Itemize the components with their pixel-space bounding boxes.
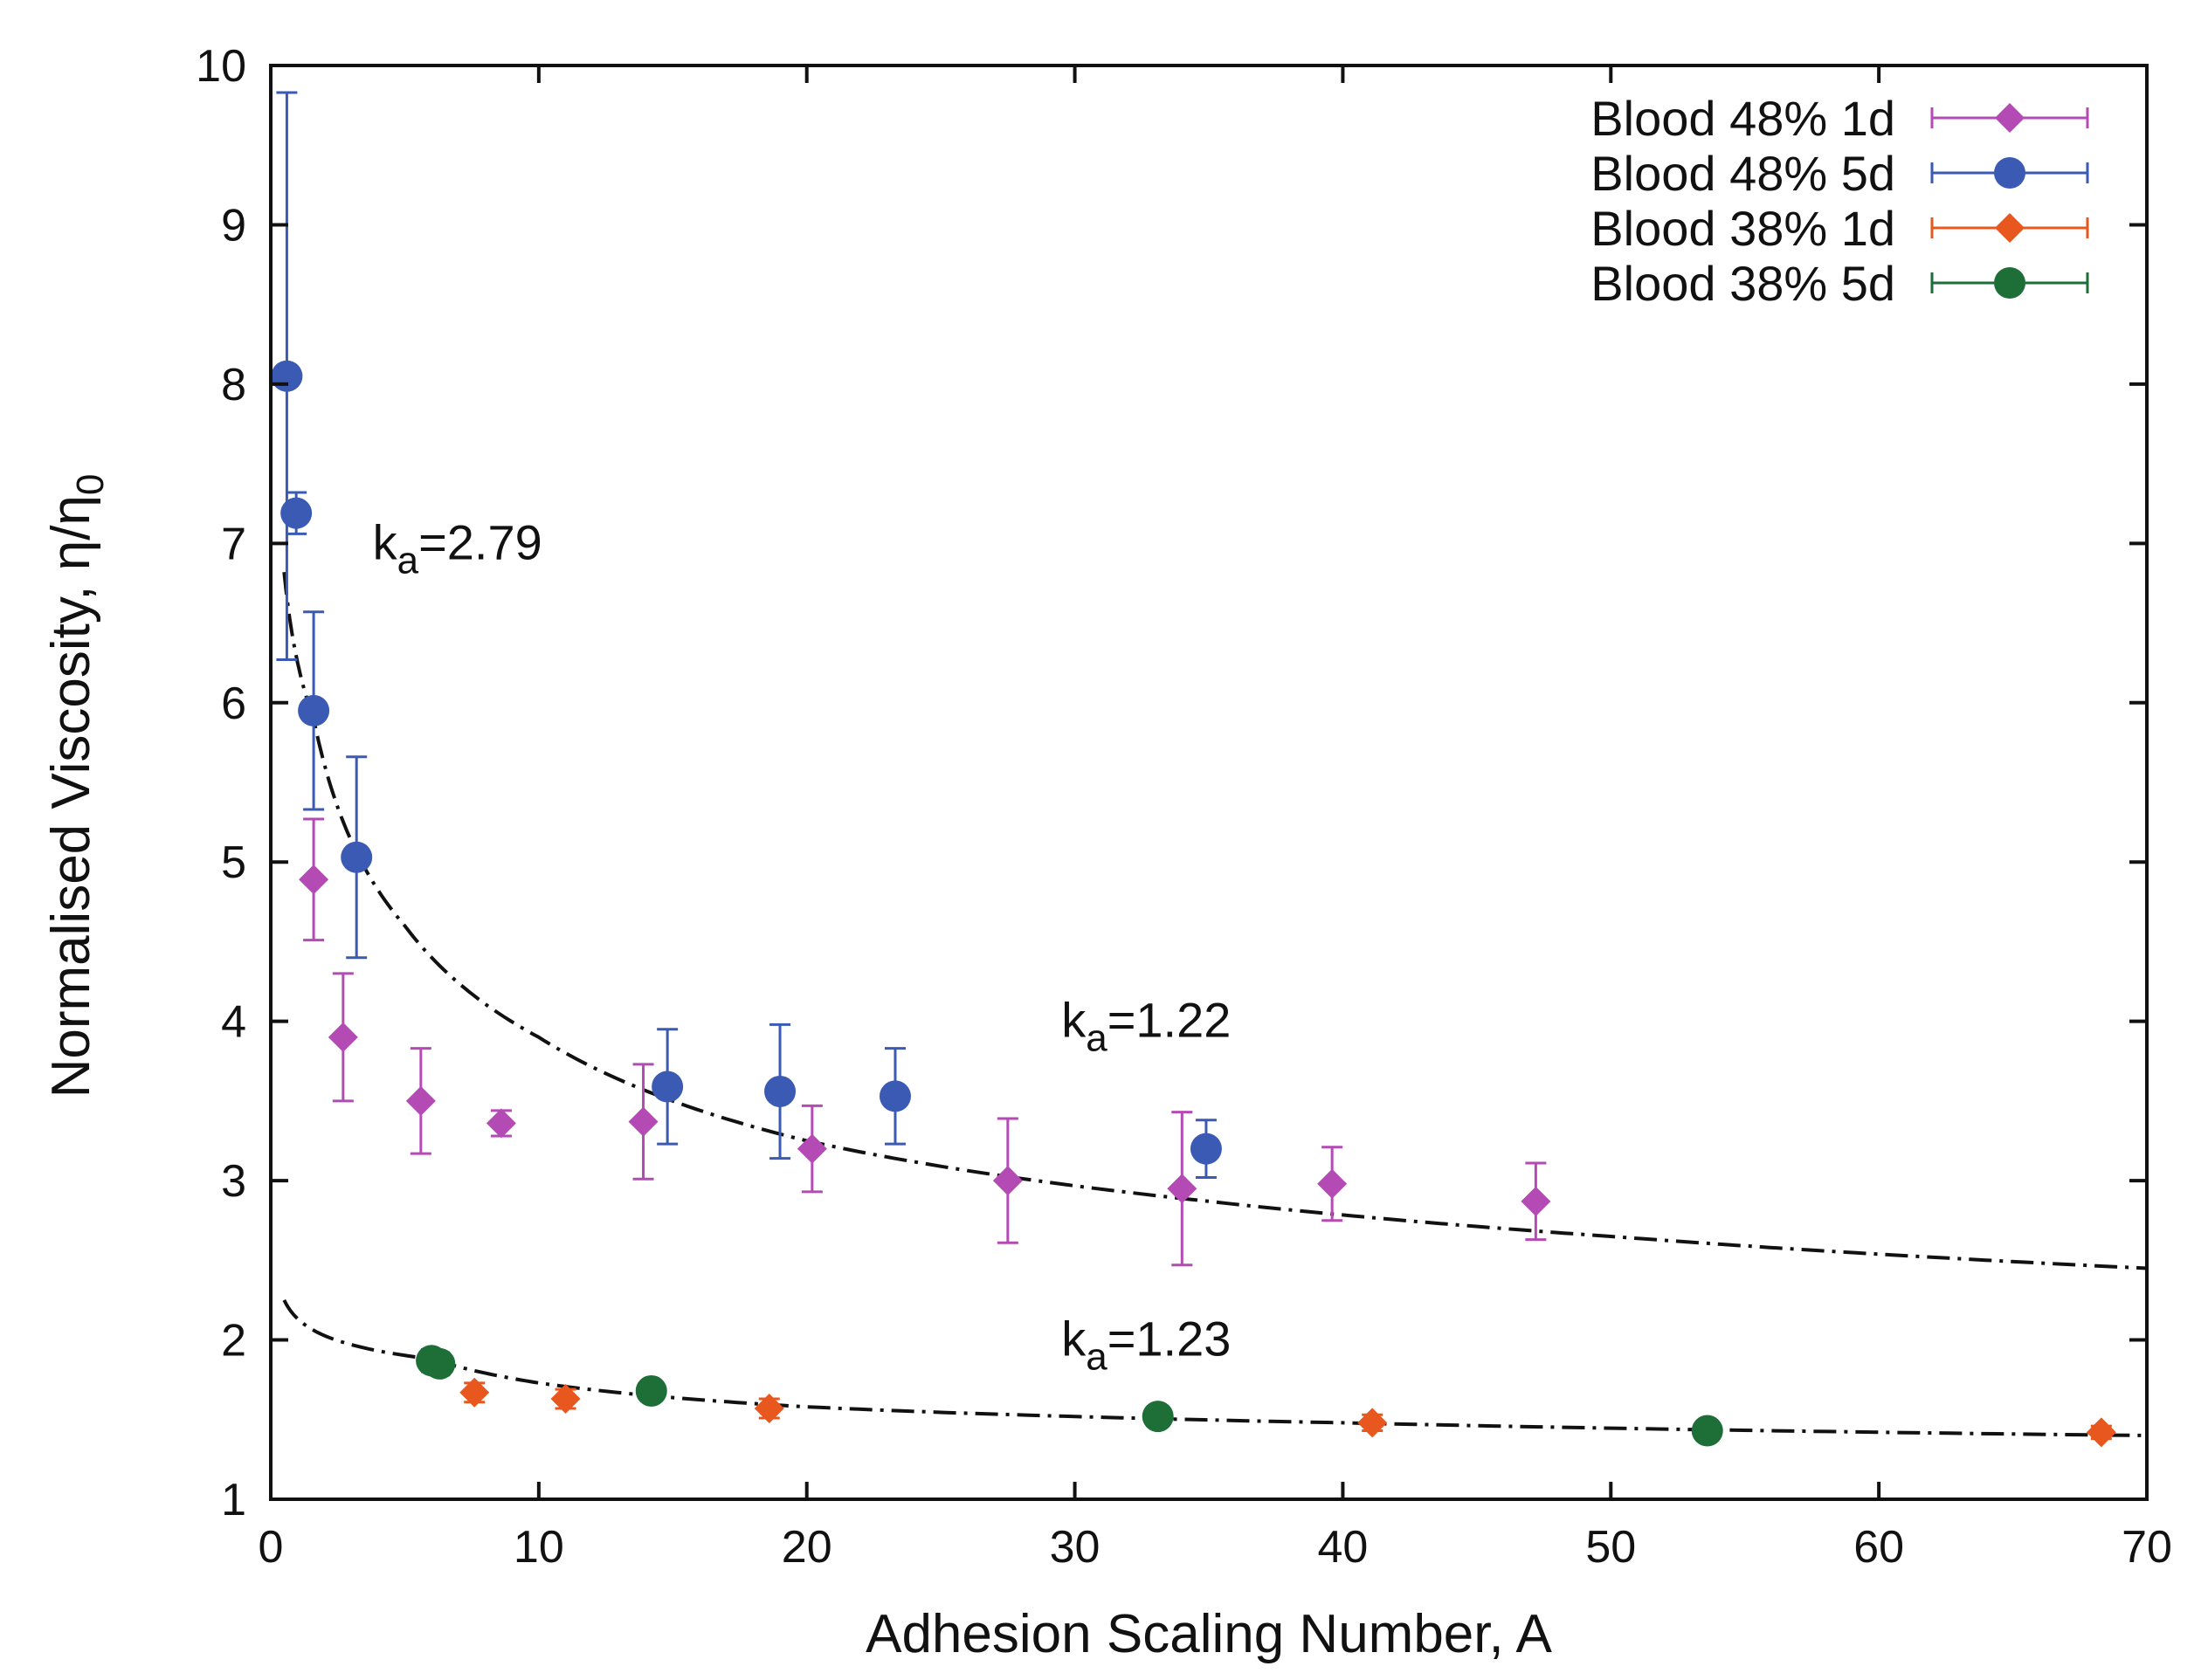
y-tick-label: 7 <box>221 519 246 569</box>
data-point <box>459 1377 490 1408</box>
x-tick-label: 0 <box>259 1522 284 1573</box>
y-axis-label: Normalised Viscosity, η/η0 <box>41 474 112 1098</box>
legend-label: Blood 38% 1d <box>1590 201 1895 256</box>
y-tick-label: 4 <box>221 997 246 1048</box>
y-tick-label: 1 <box>221 1475 246 1525</box>
y-tick-labels: 1 2 3 4 5 6 7 8 9 10 <box>196 41 246 1525</box>
data-point <box>754 1394 784 1424</box>
x-tick-label: 30 <box>1050 1522 1101 1573</box>
x-tick-label: 70 <box>2122 1522 2172 1573</box>
data-point <box>486 1108 516 1139</box>
annotation-ka: ka=2.79 <box>373 514 542 582</box>
data-point <box>635 1374 667 1407</box>
data-point <box>298 694 330 726</box>
x-tick-label: 20 <box>782 1522 832 1573</box>
data-point <box>299 864 329 895</box>
data-point <box>1357 1408 1388 1438</box>
y-tick-label: 10 <box>196 41 246 92</box>
data-point <box>764 1075 797 1107</box>
fit-48-curve <box>282 572 2148 1270</box>
x-tick-label: 50 <box>1585 1522 1636 1573</box>
legend-label: Blood 38% 5d <box>1590 256 1895 311</box>
legend-label: Blood 48% 5d <box>1590 146 1895 201</box>
y-tick-label: 5 <box>221 837 246 888</box>
data-point <box>341 841 373 873</box>
data-point <box>2086 1417 2116 1448</box>
data-point <box>652 1071 684 1103</box>
legend-marker <box>1995 213 2025 243</box>
data-point <box>1167 1174 1197 1204</box>
x-tick-label: 10 <box>514 1522 564 1573</box>
data-point <box>280 497 313 529</box>
y-tick-label: 3 <box>221 1156 246 1207</box>
legend-marker <box>1994 157 2025 189</box>
data-point <box>550 1384 581 1415</box>
data-point <box>1691 1415 1723 1447</box>
data-points <box>271 360 2116 1448</box>
data-point <box>879 1080 911 1112</box>
x-tick-label: 40 <box>1318 1522 1369 1573</box>
fit-annotations: ka=2.79 ka=1.22 ka=1.23 <box>373 514 1232 1378</box>
data-point <box>628 1106 659 1137</box>
y-tick-label: 8 <box>221 360 246 410</box>
data-point <box>797 1133 827 1164</box>
annotation-ka: ka=1.22 <box>1061 993 1231 1060</box>
axis-ticks <box>269 64 2149 1501</box>
y-tick-label: 9 <box>221 200 246 251</box>
legend-label: Blood 48% 1d <box>1590 91 1895 146</box>
data-point <box>405 1085 436 1116</box>
x-axis-label: Adhesion Scaling Number, A <box>866 1604 1552 1664</box>
data-point <box>1317 1168 1348 1199</box>
data-point <box>1521 1186 1551 1216</box>
x-tick-labels: 0 10 20 30 40 50 60 70 <box>259 1522 2172 1573</box>
data-point <box>271 360 303 392</box>
data-point <box>992 1166 1023 1196</box>
data-point <box>424 1347 456 1380</box>
data-point <box>1190 1133 1222 1165</box>
data-point <box>1142 1401 1174 1433</box>
data-point <box>328 1022 358 1052</box>
y-tick-label: 6 <box>221 678 246 729</box>
annotation-ka: ka=1.23 <box>1061 1312 1231 1379</box>
legend-marker <box>1995 103 2025 133</box>
legend-marker <box>1994 267 2025 299</box>
x-tick-label: 60 <box>1853 1522 1904 1573</box>
plot-frame <box>269 64 2149 1501</box>
y-tick-label: 2 <box>221 1316 246 1367</box>
